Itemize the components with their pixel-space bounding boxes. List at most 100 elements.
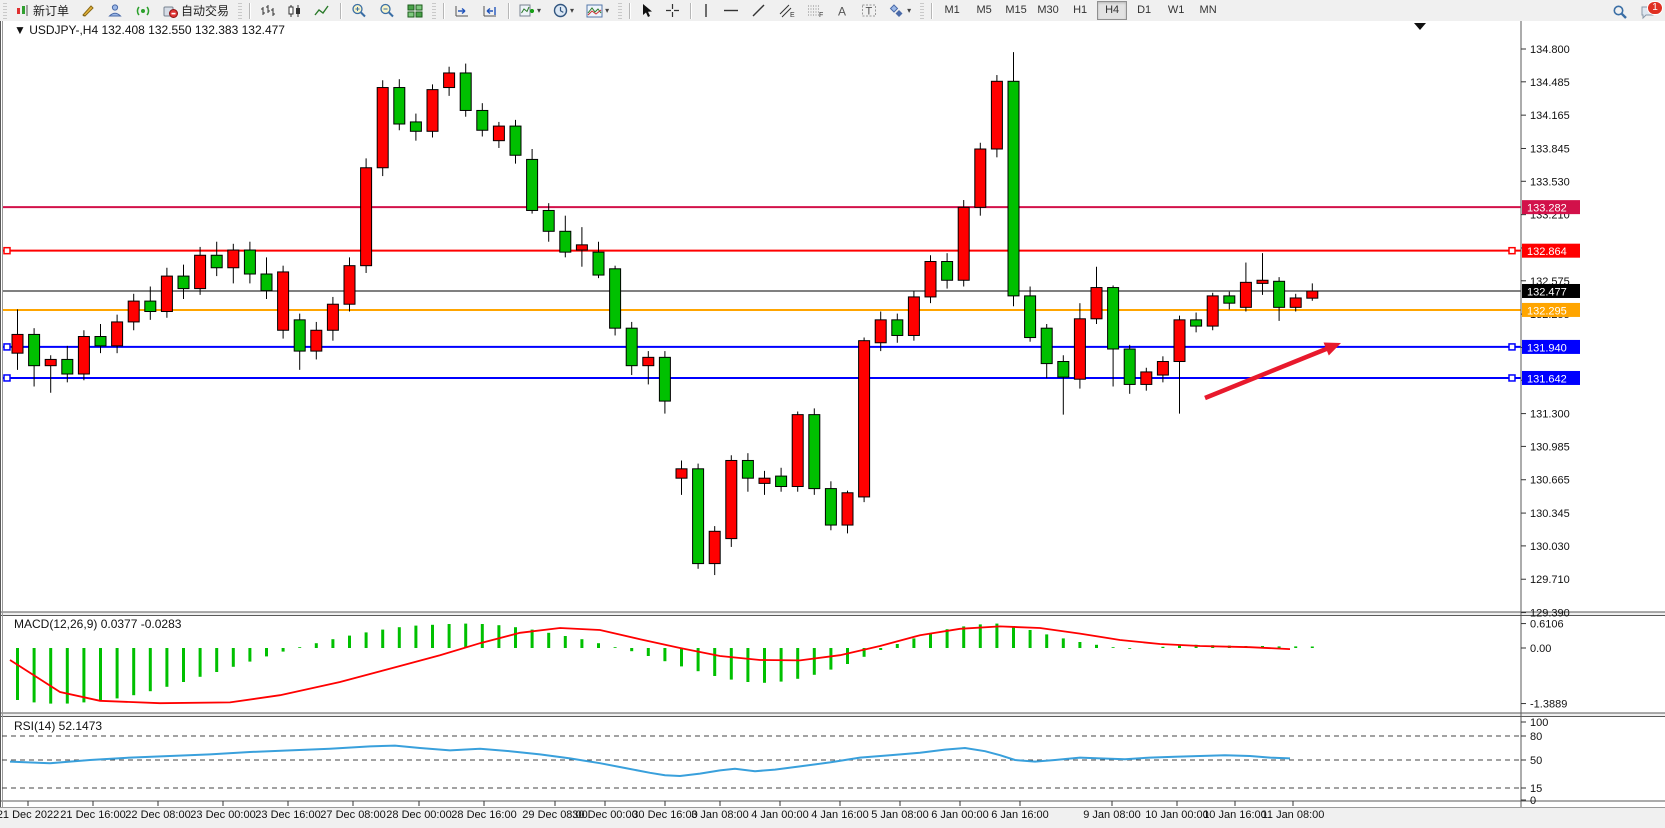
chart-shift-button[interactable]: [477, 0, 503, 21]
timeframe-w1[interactable]: W1: [1167, 4, 1185, 16]
candlestick: [675, 468, 688, 479]
signal-button[interactable]: [130, 0, 156, 21]
fibonacci-tool-button[interactable]: F: [802, 0, 829, 21]
pencil-tool-button[interactable]: [76, 0, 101, 21]
time-tick-label: 4 Jan 16:00: [811, 809, 869, 821]
trendline-tool-button[interactable]: [746, 0, 771, 21]
line-handle[interactable]: [3, 374, 11, 382]
profile-icon: [108, 4, 122, 17]
notifications-button[interactable]: 1: [1635, 1, 1663, 22]
candlestick: [775, 475, 788, 488]
candlestick: [974, 148, 987, 208]
time-tick-label: 28 Dec 16:00: [451, 809, 516, 821]
search-icon[interactable]: [1607, 1, 1633, 22]
cursor-tool-button[interactable]: [635, 0, 658, 21]
shapes-icon: [889, 4, 903, 17]
profile-button[interactable]: [103, 0, 128, 21]
text-tool-button[interactable]: A: [831, 0, 854, 21]
price-tick-label: 133.845: [1530, 143, 1570, 155]
new-order-button[interactable]: 新订单: [11, 0, 74, 21]
price-tick-label: 129.710: [1530, 574, 1570, 586]
candlestick: [841, 492, 854, 526]
line-chart-button[interactable]: [309, 0, 335, 21]
equidistant-channel-tool-button[interactable]: E: [773, 0, 800, 21]
crosshair-tool-button[interactable]: [660, 0, 685, 21]
price-badge-label: 132.477: [1527, 286, 1567, 298]
price-badge-label: 133.282: [1527, 203, 1567, 215]
annotation-arrow-head[interactable]: [1323, 342, 1341, 356]
main-macd-splitter[interactable]: [0, 612, 1665, 616]
templates-button[interactable]: ▾: [581, 0, 614, 21]
candlestick: [426, 89, 439, 132]
candlestick: [1024, 295, 1037, 339]
line-handle[interactable]: [1508, 343, 1516, 351]
timeframe-m30[interactable]: M30: [1037, 4, 1059, 16]
zoom-in-button[interactable]: [346, 0, 372, 21]
price-tick-label: 130.030: [1530, 541, 1570, 553]
candlestick: [227, 249, 240, 269]
horizontal-line-tool-button[interactable]: [718, 0, 744, 21]
indicators-caret: ▾: [537, 6, 542, 15]
timeframe-m5[interactable]: M5: [976, 4, 992, 16]
macd-rsi-splitter[interactable]: [0, 713, 1665, 717]
candlestick: [343, 265, 356, 305]
line-handle[interactable]: [1508, 246, 1516, 255]
zoom-in-icon: [352, 3, 366, 18]
bottom-strip: [0, 807, 1665, 828]
candlestick: [1057, 361, 1070, 378]
vertical-line-icon: [705, 4, 707, 17]
candlestick: [791, 414, 804, 488]
candlestick: [11, 333, 24, 354]
tile-windows-button[interactable]: [402, 0, 428, 21]
auto-trading-button[interactable]: 自动交易: [158, 0, 234, 21]
timeframe-d1[interactable]: D1: [1137, 4, 1152, 16]
price-badge: [1522, 370, 1580, 385]
zoom-out-button[interactable]: [374, 0, 400, 21]
text-icon: A: [838, 4, 846, 18]
price-tick-label: 131.300: [1530, 409, 1570, 421]
rsi-label: RSI(14) 52.1473: [14, 719, 102, 733]
candlestick: [609, 268, 622, 329]
price-badge: [1522, 339, 1580, 354]
time-tick-label: 29 Dec 08:00: [522, 809, 587, 821]
annotation-arrow-shaft[interactable]: [1204, 344, 1333, 401]
time-tick-label: 4 Jan 00:00: [751, 809, 809, 821]
shapes-tool-button[interactable]: ▾: [884, 0, 916, 21]
tile-windows-icon: [407, 4, 423, 17]
timeframe-h1[interactable]: H1: [1073, 4, 1088, 16]
timeframe-h4[interactable]: H4: [1097, 1, 1128, 20]
candlestick: [194, 254, 207, 290]
candlestick: [376, 87, 389, 169]
time-tick-label: 22 Dec 08:00: [125, 809, 190, 821]
horizontal-line-icon: [724, 9, 739, 12]
auto-scroll-button[interactable]: [449, 0, 475, 21]
line-handle[interactable]: [3, 343, 11, 351]
candlestick: [924, 261, 937, 298]
line-handle[interactable]: [1508, 374, 1516, 382]
timeframe-bar: M1 M5 M15 M30 H1 H4 D1 W1 MN: [936, 1, 1224, 20]
line-chart-icon: [314, 5, 329, 15]
periods-button[interactable]: ▾: [548, 0, 579, 21]
indicators-icon: [519, 4, 535, 17]
timeframe-m1[interactable]: M1: [944, 4, 960, 16]
indicators-button[interactable]: ▾: [514, 0, 546, 21]
bar-chart-button[interactable]: [255, 0, 280, 21]
line-handle[interactable]: [3, 246, 11, 255]
timeframe-m15[interactable]: M15: [1005, 4, 1027, 16]
macd-signal-line: [9, 625, 1291, 705]
candlestick: [210, 254, 223, 269]
rsi-axis-label: 0: [1530, 795, 1536, 807]
time-tick-label: 3 Jan 08:00: [691, 809, 749, 821]
price-badge-label: 131.642: [1527, 373, 1567, 385]
candlestick: [459, 72, 472, 111]
text-label-tool-button[interactable]: T: [856, 0, 882, 21]
toolbar-grip[interactable]: [3, 2, 7, 19]
candlestick-chart-button[interactable]: [282, 0, 307, 21]
timeframe-mn[interactable]: MN: [1199, 4, 1217, 16]
candlestick: [725, 459, 738, 540]
trendline-icon: [752, 4, 765, 17]
time-tick-label: 9 Jan 08:00: [1083, 809, 1141, 821]
vertical-line-tool-button[interactable]: [696, 0, 716, 21]
price-tick-label: 134.800: [1530, 44, 1570, 56]
candlestick: [957, 206, 970, 281]
